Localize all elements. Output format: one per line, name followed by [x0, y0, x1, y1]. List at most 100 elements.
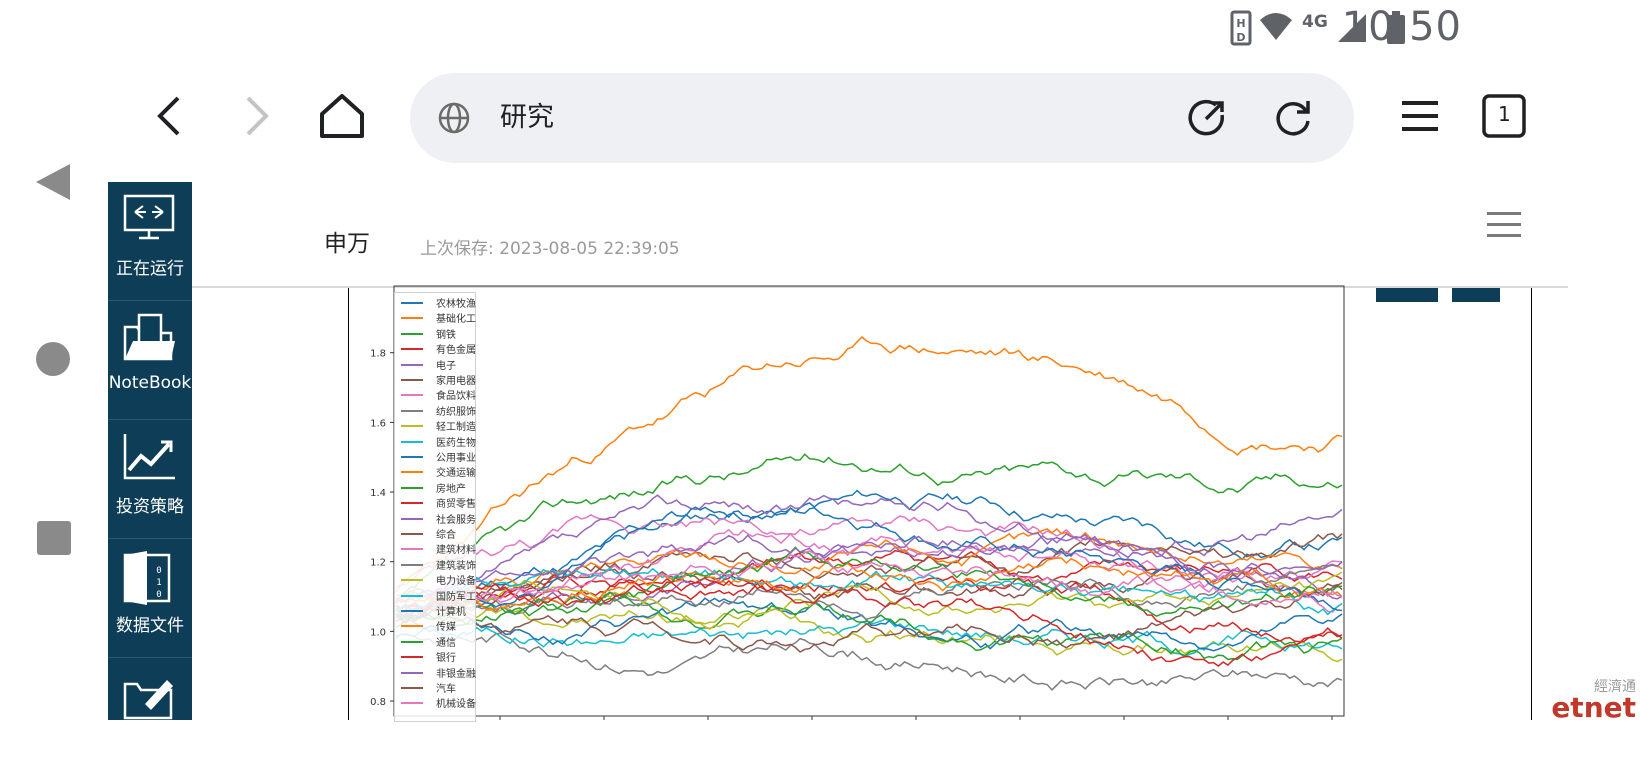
- sidebar-item-strategy[interactable]: 投资策略: [108, 420, 192, 539]
- page-title[interactable]: 申万: [324, 231, 370, 257]
- plot-axes-box: [393, 285, 1345, 717]
- legend-label: 轻工制造: [436, 422, 476, 434]
- svg-text:0: 0: [156, 590, 161, 600]
- chevron-left-icon: [157, 96, 180, 136]
- svg-text:0: 0: [156, 566, 161, 576]
- legend-swatch: [401, 486, 423, 489]
- series-line: [395, 532, 1343, 603]
- legend-swatch: [401, 548, 423, 551]
- legend-label: 有色金属: [436, 345, 476, 357]
- legend-swatch: [401, 579, 423, 582]
- series-line: [395, 557, 1343, 611]
- series-line: [395, 579, 1343, 667]
- legend-swatch: [401, 640, 423, 643]
- series-line: [395, 508, 1343, 615]
- legend-label: 电力设备: [436, 576, 476, 588]
- legend-swatch: [401, 656, 423, 659]
- y-tick-label: 1.8: [370, 349, 386, 360]
- sidebar-item-data-files[interactable]: 0 1 0 数据文件: [108, 539, 192, 658]
- running-monitor-icon: [123, 194, 175, 240]
- legend-item: 纺织服饰: [401, 403, 477, 418]
- svg-text:經濟通: 經濟通: [1594, 679, 1636, 695]
- legend-item: 基础化工: [401, 310, 477, 325]
- legend-label: 建筑材料: [436, 545, 476, 557]
- series-line: [395, 604, 1343, 663]
- series-line: [395, 527, 1343, 604]
- legend-swatch: [401, 456, 423, 458]
- svg-text:etnet: etnet: [1552, 691, 1636, 720]
- y-tick-label: 1.2: [370, 558, 386, 569]
- series-line: [395, 514, 1343, 588]
- sidebar-item-label: 数据文件: [116, 616, 184, 636]
- series-line: [395, 567, 1343, 616]
- series-line: [395, 494, 1343, 600]
- share-icon[interactable]: [1186, 97, 1228, 139]
- home-button[interactable]: [306, 80, 378, 152]
- legend-swatch: [401, 671, 423, 674]
- sidebar-item-notebook[interactable]: NoteBook: [108, 301, 192, 420]
- home-circle-icon[interactable]: [34, 340, 72, 378]
- signal-icon: [1338, 14, 1366, 42]
- cell-close-button[interactable]: [1452, 288, 1500, 302]
- sidebar-item-running[interactable]: 正在运行: [108, 182, 192, 301]
- legend-label: 通信: [436, 637, 456, 649]
- legend-item: 食品饮料: [401, 387, 477, 402]
- network-type: 4G: [1302, 12, 1328, 32]
- legend-item: 轻工制造: [401, 418, 477, 433]
- legend-label: 医药生物: [436, 437, 476, 449]
- legend-label: 纺织服饰: [436, 406, 476, 418]
- svg-text:D: D: [1236, 31, 1245, 44]
- legend-swatch: [401, 517, 423, 520]
- legend-swatch: [401, 594, 423, 597]
- legend-item: 医药生物: [401, 434, 477, 449]
- legend-label: 社会服务: [436, 514, 476, 526]
- legend-label: 非银金融: [436, 668, 476, 680]
- series-line: [395, 597, 1343, 652]
- y-tick-label: 1.0: [370, 627, 386, 638]
- back-button[interactable]: [134, 80, 206, 152]
- series-line: [395, 489, 1343, 615]
- url-bar[interactable]: 研究: [410, 73, 1354, 163]
- tab-count: 1: [1498, 102, 1511, 126]
- legend-item: 通信: [401, 634, 477, 649]
- folder-pen-icon: [123, 680, 173, 720]
- reload-icon[interactable]: [1272, 97, 1314, 139]
- sidebar-item-label: 投资策略: [116, 497, 184, 517]
- clock: 10:50: [1341, 4, 1462, 50]
- legend-label: 基础化工: [436, 314, 476, 326]
- legend-label: 计算机: [436, 607, 466, 618]
- legend-swatch: [401, 625, 423, 628]
- legend-swatch: [401, 702, 423, 705]
- app-sidebar: 正在运行 NoteBook 投资策略 0 1 0 数据文件: [108, 182, 192, 720]
- y-tick-label: 0.8: [370, 697, 386, 708]
- legend-label: 房地产: [436, 483, 466, 495]
- series-line: [395, 528, 1343, 620]
- tabs-button[interactable]: 1: [1468, 80, 1540, 152]
- legend-swatch: [401, 687, 423, 689]
- line-chart: 1.8 1.6 1.4 1.2 1.0 0.8: [370, 285, 1345, 720]
- url-text[interactable]: 研究: [500, 102, 554, 133]
- legend-label: 汽车: [436, 684, 456, 695]
- series-line: [395, 571, 1343, 630]
- header-menu-icon[interactable]: [1486, 210, 1522, 240]
- legend-swatch: [401, 533, 423, 535]
- legend-item: 交通运输: [401, 464, 477, 479]
- recents-square-icon[interactable]: [36, 520, 72, 556]
- back-triangle-icon[interactable]: [34, 162, 72, 202]
- legend-label: 商贸零售: [436, 499, 476, 511]
- series-line: [395, 595, 1343, 661]
- legend-item: 商贸零售: [401, 495, 477, 510]
- sidebar-item-more[interactable]: [108, 658, 192, 776]
- sidebar-item-label: 正在运行: [116, 259, 184, 279]
- chevron-right-icon: [246, 96, 269, 136]
- chart-legend: 农林牧渔 基础化工 钢铁 有色金属 电子 家用电器 食品饮料 纺织服饰 轻工制造 医药生物 公用事业…: [394, 292, 476, 722]
- menu-button[interactable]: [1384, 80, 1456, 152]
- notebook-header: 申万 上次保存: 2023-08-05 22:39:05: [192, 182, 1568, 288]
- series-line: [395, 506, 1343, 620]
- forward-button[interactable]: [220, 80, 292, 152]
- cell-toolbar-button[interactable]: [1376, 288, 1438, 302]
- etnet-watermark-logo: 經濟通 etnet: [1552, 679, 1636, 720]
- legend-swatch: [401, 379, 423, 381]
- legend-label: 银行: [436, 653, 456, 665]
- legend-swatch: [401, 440, 423, 443]
